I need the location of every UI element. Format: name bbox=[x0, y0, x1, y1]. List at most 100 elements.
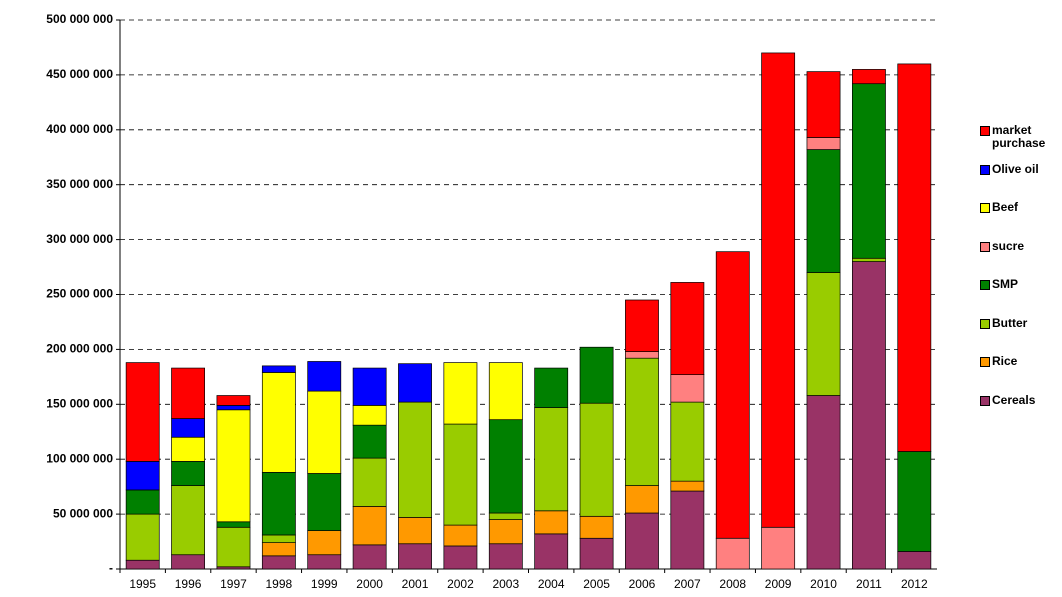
bar-segment bbox=[897, 451, 932, 552]
legend-item: Butter bbox=[980, 315, 1060, 330]
legend-item: SMP bbox=[980, 278, 1060, 291]
bar-segment bbox=[443, 524, 478, 547]
x-tick-label: 2007 bbox=[674, 577, 701, 591]
bar-segment bbox=[352, 405, 387, 426]
bar-segment bbox=[625, 299, 659, 352]
bar-segment bbox=[851, 261, 886, 570]
bar-segment bbox=[352, 506, 387, 546]
x-tick-label: 2003 bbox=[492, 577, 519, 591]
bar-segment bbox=[398, 363, 432, 403]
legend-item: Cereals bbox=[980, 393, 1060, 407]
bar-segment bbox=[261, 555, 296, 570]
legend-swatch bbox=[980, 164, 990, 175]
bar-segment bbox=[806, 137, 841, 150]
bar-segment bbox=[307, 390, 342, 474]
bar-segment bbox=[670, 401, 705, 482]
bar-segment bbox=[171, 554, 206, 570]
legend-swatch bbox=[980, 357, 990, 367]
bar-segment bbox=[352, 544, 387, 570]
bar-segment bbox=[398, 517, 432, 545]
bar-segment bbox=[125, 489, 160, 515]
x-tick-label: 1996 bbox=[175, 577, 202, 591]
bar-segment bbox=[897, 63, 932, 452]
bar-segment bbox=[534, 533, 569, 570]
bar-segment bbox=[851, 69, 886, 85]
bar-segment bbox=[352, 457, 387, 507]
legend-item: Rice bbox=[980, 355, 1060, 368]
bar-segment bbox=[261, 365, 296, 373]
x-tick-label: 1997 bbox=[220, 577, 247, 591]
legend-swatch bbox=[980, 126, 990, 136]
bar-segment bbox=[806, 272, 841, 396]
bar-segment bbox=[171, 461, 206, 486]
legend-item: Beef bbox=[980, 201, 1060, 214]
bar-segment bbox=[534, 510, 569, 535]
y-tick-label: 200 000 000 bbox=[46, 342, 113, 356]
bar-segment bbox=[307, 554, 342, 570]
x-tick-label: 1999 bbox=[311, 577, 338, 591]
bar-segment bbox=[534, 407, 569, 512]
legend-swatch bbox=[980, 241, 990, 252]
bar-segment bbox=[216, 521, 251, 528]
bar-segment bbox=[625, 357, 659, 486]
bar-segment bbox=[897, 551, 932, 570]
bar-segment bbox=[579, 537, 614, 570]
legend-label: Beef bbox=[992, 200, 1019, 214]
x-tick-label: 2000 bbox=[356, 577, 383, 591]
y-tick-label: 500 000 000 bbox=[46, 12, 113, 26]
x-tick-label: 2002 bbox=[447, 577, 474, 591]
bar-segment bbox=[307, 473, 342, 531]
bar-segment bbox=[261, 542, 296, 557]
bar-segment bbox=[625, 485, 659, 514]
bar-segment bbox=[352, 424, 387, 459]
bar-segment bbox=[307, 530, 342, 556]
legend-label: market purchase bbox=[992, 123, 1046, 150]
bar-segment bbox=[125, 559, 160, 570]
bar-segment bbox=[579, 515, 614, 539]
bar-segment bbox=[216, 526, 251, 568]
x-tick-label: 2001 bbox=[402, 577, 429, 591]
bar-segment bbox=[806, 395, 841, 570]
y-tick-label: 350 000 000 bbox=[46, 177, 113, 191]
y-tick-label: 250 000 000 bbox=[46, 287, 113, 301]
bar-segment bbox=[398, 401, 432, 518]
bar-segment bbox=[488, 362, 523, 421]
bar-segment bbox=[851, 83, 886, 259]
bar-segment bbox=[261, 534, 296, 543]
legend-label: Butter bbox=[992, 315, 1028, 330]
bar-segment bbox=[761, 52, 796, 528]
bar-segment bbox=[443, 423, 478, 526]
x-tick-label: 2011 bbox=[856, 577, 882, 591]
bar-segment bbox=[806, 149, 841, 273]
bar-segment bbox=[534, 367, 569, 408]
x-tick-label: 2012 bbox=[901, 577, 928, 591]
legend-label: SMP bbox=[992, 277, 1019, 291]
bar-segment bbox=[443, 545, 478, 570]
bar-segment bbox=[761, 526, 796, 570]
legend-swatch bbox=[980, 203, 990, 213]
bar-segment bbox=[670, 480, 705, 492]
legend-item: Olive oil bbox=[980, 162, 1060, 176]
bar-segment bbox=[670, 490, 705, 570]
legend-item: market purchase bbox=[980, 124, 1060, 150]
x-tick-label: 2006 bbox=[629, 577, 656, 591]
x-tick-label: 2005 bbox=[583, 577, 610, 591]
bar-segment bbox=[670, 282, 705, 376]
bar-segment bbox=[443, 362, 478, 425]
bar-segment bbox=[171, 367, 206, 419]
bar-segment bbox=[171, 436, 206, 462]
x-tick-label: 1998 bbox=[266, 577, 293, 591]
bar-segment bbox=[488, 543, 523, 570]
bar-segment bbox=[171, 418, 206, 438]
y-tick-label: 100 000 000 bbox=[46, 451, 113, 465]
x-tick-label: 1995 bbox=[129, 577, 156, 591]
bar-segment bbox=[216, 395, 251, 406]
bar-segment bbox=[625, 351, 659, 359]
bar-segment bbox=[125, 362, 160, 462]
x-tick-label: 2008 bbox=[719, 577, 746, 591]
bar-segment bbox=[261, 472, 296, 536]
bar-segment bbox=[261, 372, 296, 473]
y-tick-label: 400 000 000 bbox=[46, 122, 113, 136]
legend-swatch bbox=[980, 318, 990, 329]
